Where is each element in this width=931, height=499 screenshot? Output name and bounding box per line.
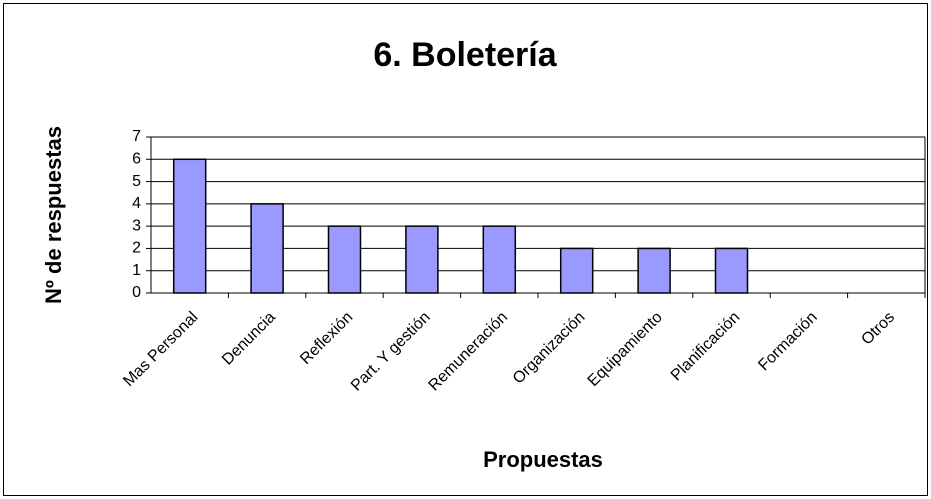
y-tick-label: 4 xyxy=(132,195,141,212)
y-tick-label: 3 xyxy=(132,217,141,234)
bar xyxy=(559,247,594,294)
bar xyxy=(250,203,284,294)
y-axis-title: Nº de respuestas xyxy=(41,126,66,304)
bar xyxy=(482,225,517,294)
y-tick-label: 2 xyxy=(132,240,141,257)
chart-title: 6. Boletería xyxy=(373,36,557,74)
y-tick-label: 5 xyxy=(132,173,141,190)
bar xyxy=(637,247,671,294)
bar xyxy=(327,225,362,294)
y-tick-label: 0 xyxy=(132,284,141,301)
y-tick-label: 7 xyxy=(132,128,141,145)
bar xyxy=(405,225,439,294)
bar xyxy=(714,247,749,294)
x-axis-title: Propuestas xyxy=(483,447,603,472)
y-tick-label: 1 xyxy=(132,262,141,279)
bar xyxy=(172,158,207,294)
chart-frame xyxy=(3,3,928,496)
y-tick-label: 6 xyxy=(132,151,141,168)
